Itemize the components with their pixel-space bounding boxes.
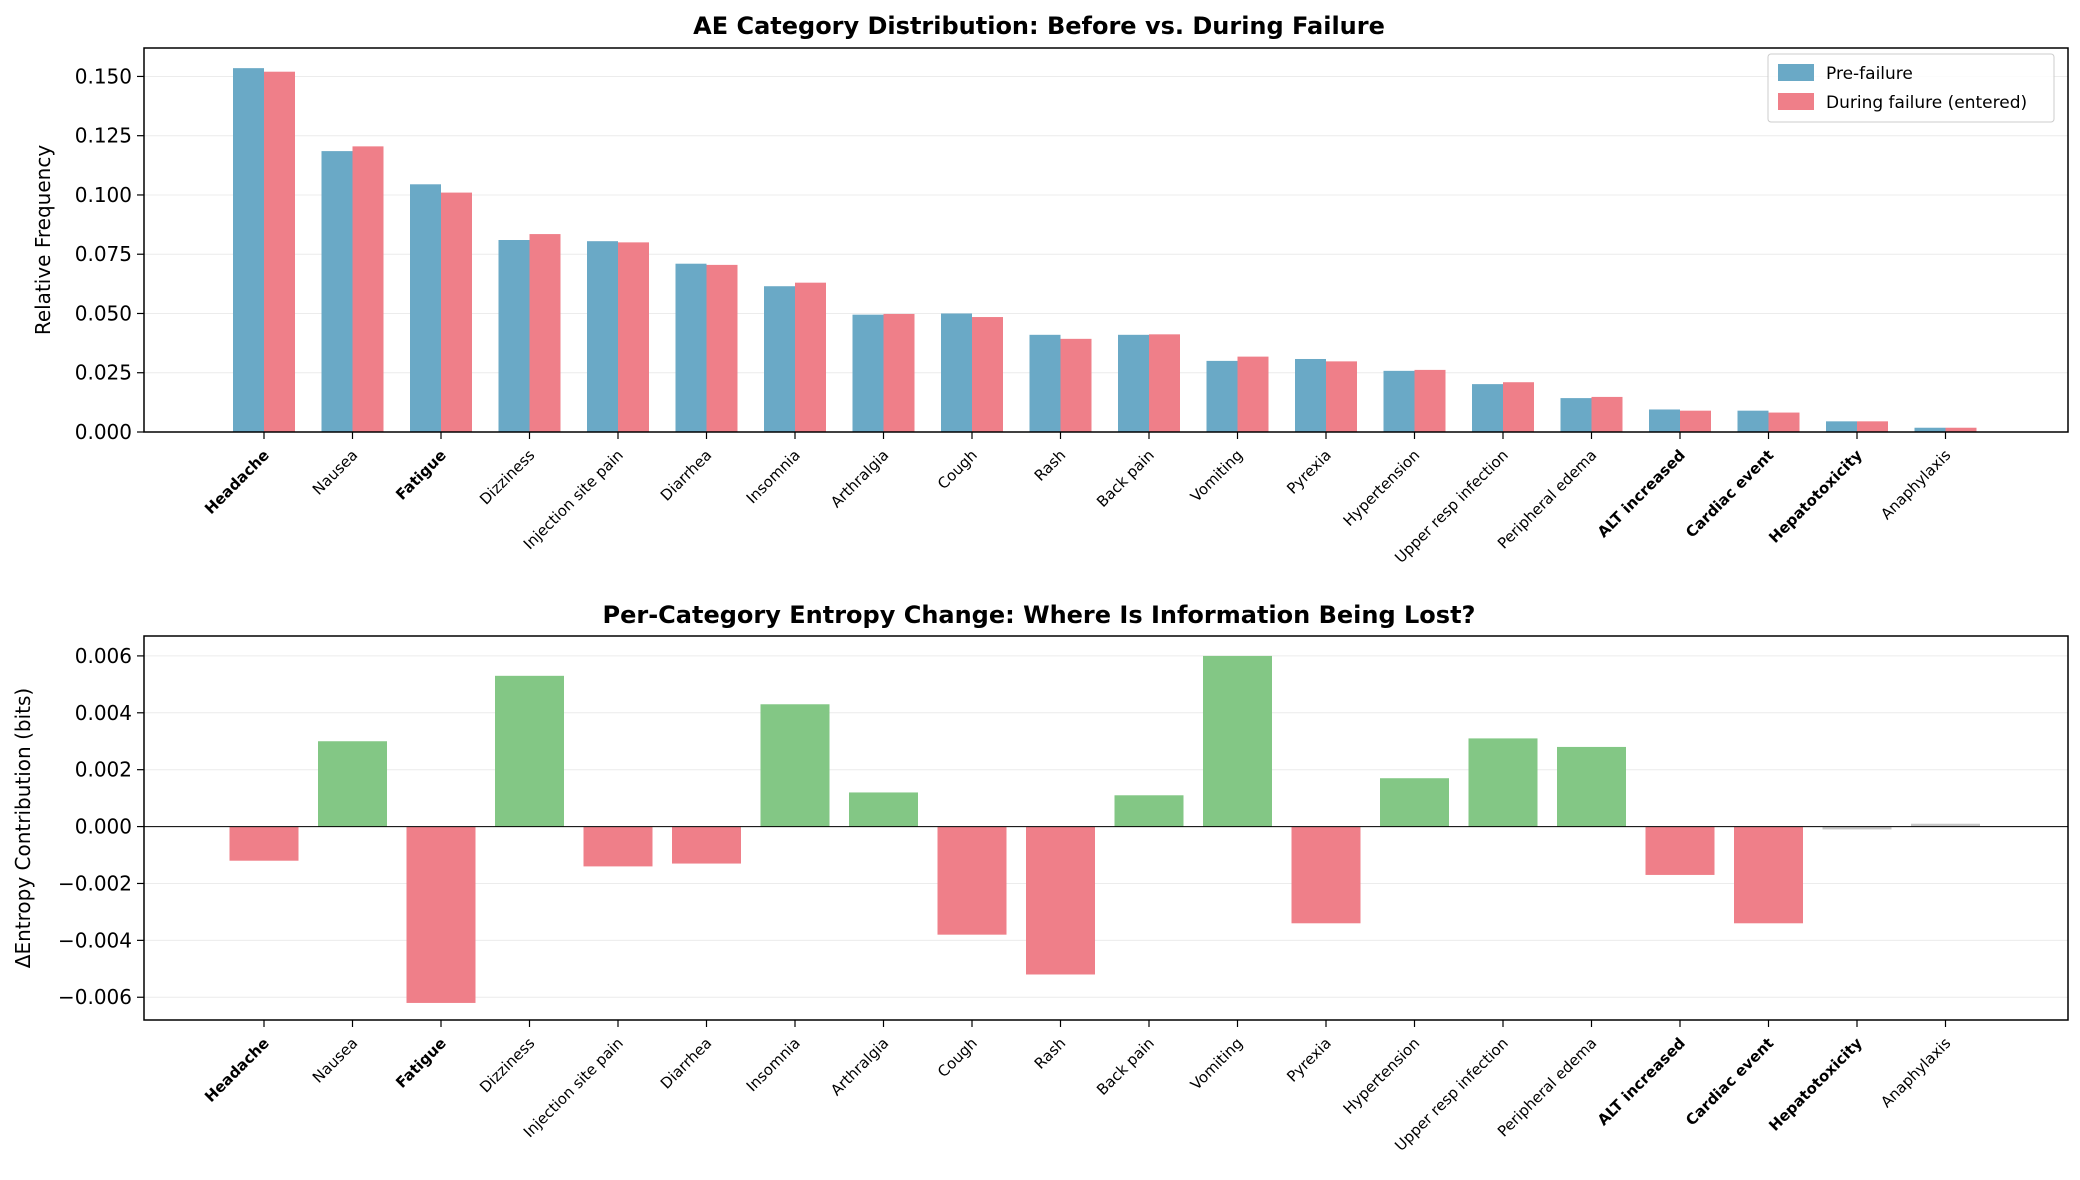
- bar-pre-failure-cough: [941, 313, 972, 432]
- bar-during-failure-arthralgia: [883, 313, 915, 432]
- bar-pre-failure-cardiac-event: [1737, 410, 1769, 432]
- bar-pre-failure-dizziness: [498, 240, 530, 432]
- bar-during-failure-injection-site-pain: [618, 242, 649, 432]
- legend: Pre-failure During failure (entered): [1767, 53, 2055, 123]
- bar-pre-failure-upper-resp-infection: [1472, 384, 1503, 432]
- bar-pre-failure-alt-increased: [1649, 409, 1680, 432]
- entropy-bar-back-pain: [1114, 795, 1184, 827]
- bar-during-failure-hepatotoxicity: [1857, 421, 1888, 432]
- distribution-chart-ytick-label: 0.100: [75, 183, 132, 207]
- distribution-chart-ytick-label: 0.150: [75, 64, 132, 88]
- legend-swatch-during-failure: [1778, 93, 1814, 110]
- entropy-bar-vomiting: [1203, 655, 1272, 827]
- entropy-bar-upper-resp-infection: [1468, 738, 1538, 827]
- bar-pre-failure-peripheral-edema: [1560, 398, 1592, 432]
- bar-during-failure-pyrexia: [1326, 361, 1357, 432]
- distribution-chart-title: AE Category Distribution: Before vs. Dur…: [693, 12, 1385, 40]
- bar-during-failure-nausea: [352, 146, 384, 433]
- entropy-chart-ytick-label: 0.006: [75, 644, 132, 668]
- entropy-bar-nausea: [318, 741, 387, 827]
- entropy-chart-bars: [229, 655, 1980, 1003]
- bar-during-failure-vomiting: [1237, 356, 1269, 432]
- entropy-bar-cough: [937, 826, 1007, 935]
- entropy-bar-fatigue: [406, 826, 476, 1003]
- entropy-bar-injection-site-pain: [583, 826, 653, 867]
- bar-pre-failure-anaphylaxis: [1914, 427, 1946, 432]
- distribution-chart-ytick-label: 0.050: [75, 301, 132, 325]
- entropy-chart-title: Per-Category Entropy Change: Where Is In…: [603, 601, 1476, 629]
- entropy-bar-alt-increased: [1645, 826, 1715, 875]
- bar-during-failure-headache: [264, 71, 295, 432]
- entropy-chart-ytick-label: −0.004: [58, 928, 132, 952]
- bar-pre-failure-fatigue: [410, 184, 441, 432]
- bar-pre-failure-hepatotoxicity: [1826, 421, 1857, 432]
- bar-during-failure-dizziness: [529, 234, 561, 432]
- bar-pre-failure-vomiting: [1206, 360, 1238, 432]
- bar-pre-failure-diarrhea: [675, 263, 707, 432]
- bar-pre-failure-pyrexia: [1295, 358, 1326, 432]
- entropy-chart-ytick-label: 0.000: [75, 815, 132, 839]
- bar-pre-failure-rash: [1029, 334, 1061, 432]
- entropy-chart-ytick-label: 0.004: [75, 701, 132, 725]
- bar-pre-failure-headache: [233, 68, 264, 433]
- entropy-bar-insomnia: [760, 704, 830, 827]
- distribution-chart-frame: [143, 47, 2069, 433]
- entropy-chart-ytick-label: −0.006: [58, 985, 132, 1009]
- entropy-chart-frame: [143, 635, 2069, 1021]
- bar-during-failure-alt-increased: [1680, 410, 1711, 432]
- bar-during-failure-back-pain: [1149, 334, 1180, 432]
- entropy-bar-dizziness: [495, 675, 564, 827]
- bar-during-failure-rash: [1060, 338, 1092, 432]
- entropy-chart-y-axis: −0.006 −0.004 −0.002 0.000 0.002 0.004 0.006: [58, 644, 144, 1009]
- entropy-chart-ylabel: ΔEntropy Contribution (bits): [11, 688, 35, 968]
- distribution-chart-bars: [233, 68, 1977, 433]
- bar-pre-failure-arthralgia: [852, 314, 884, 432]
- distribution-chart-ytick-label: 0.000: [75, 420, 132, 444]
- bar-pre-failure-insomnia: [764, 286, 795, 432]
- distribution-chart-ytick-label: 0.075: [75, 242, 132, 266]
- entropy-bar-headache: [229, 826, 299, 861]
- bar-during-failure-insomnia: [795, 282, 826, 432]
- distribution-chart-ytick-label: 0.125: [75, 124, 132, 148]
- distribution-chart-ylabel: Relative Frequency: [31, 145, 55, 335]
- bar-during-failure-cough: [972, 317, 1003, 432]
- entropy-chart-ytick-label: −0.002: [58, 871, 132, 895]
- bar-during-failure-fatigue: [441, 192, 472, 432]
- bar-during-failure-anaphylaxis: [1945, 427, 1977, 432]
- bar-pre-failure-back-pain: [1118, 334, 1149, 432]
- bar-during-failure-cardiac-event: [1768, 412, 1800, 432]
- legend-swatch-pre-failure: [1778, 64, 1814, 81]
- entropy-bar-anaphylaxis: [1911, 823, 1980, 827]
- legend-label-pre-failure: Pre-failure: [1826, 64, 1913, 84]
- bar-pre-failure-nausea: [321, 151, 353, 432]
- entropy-bar-peripheral-edema: [1557, 746, 1626, 827]
- entropy-bar-hepatotoxicity: [1822, 826, 1892, 830]
- entropy-chart-ytick-label: 0.002: [75, 758, 132, 782]
- bar-during-failure-peripheral-edema: [1591, 396, 1623, 432]
- entropy-bar-rash: [1026, 826, 1095, 975]
- bar-during-failure-upper-resp-infection: [1503, 382, 1534, 432]
- entropy-bar-pyrexia: [1291, 826, 1361, 924]
- bar-during-failure-hypertension: [1414, 369, 1446, 432]
- entropy-bar-diarrhea: [672, 826, 741, 864]
- bar-pre-failure-hypertension: [1383, 370, 1415, 432]
- distribution-chart-ytick-label: 0.025: [75, 361, 132, 385]
- legend-label-during-failure: During failure (entered): [1826, 93, 2027, 113]
- bar-during-failure-diarrhea: [706, 264, 738, 432]
- entropy-bar-arthralgia: [849, 792, 918, 827]
- entropy-bar-cardiac-event: [1734, 826, 1803, 924]
- entropy-bar-hypertension: [1380, 778, 1449, 827]
- distribution-chart-y-axis: 0.000 0.025 0.050 0.075 0.100 0.125 0.150: [75, 64, 144, 444]
- bar-pre-failure-injection-site-pain: [587, 241, 618, 432]
